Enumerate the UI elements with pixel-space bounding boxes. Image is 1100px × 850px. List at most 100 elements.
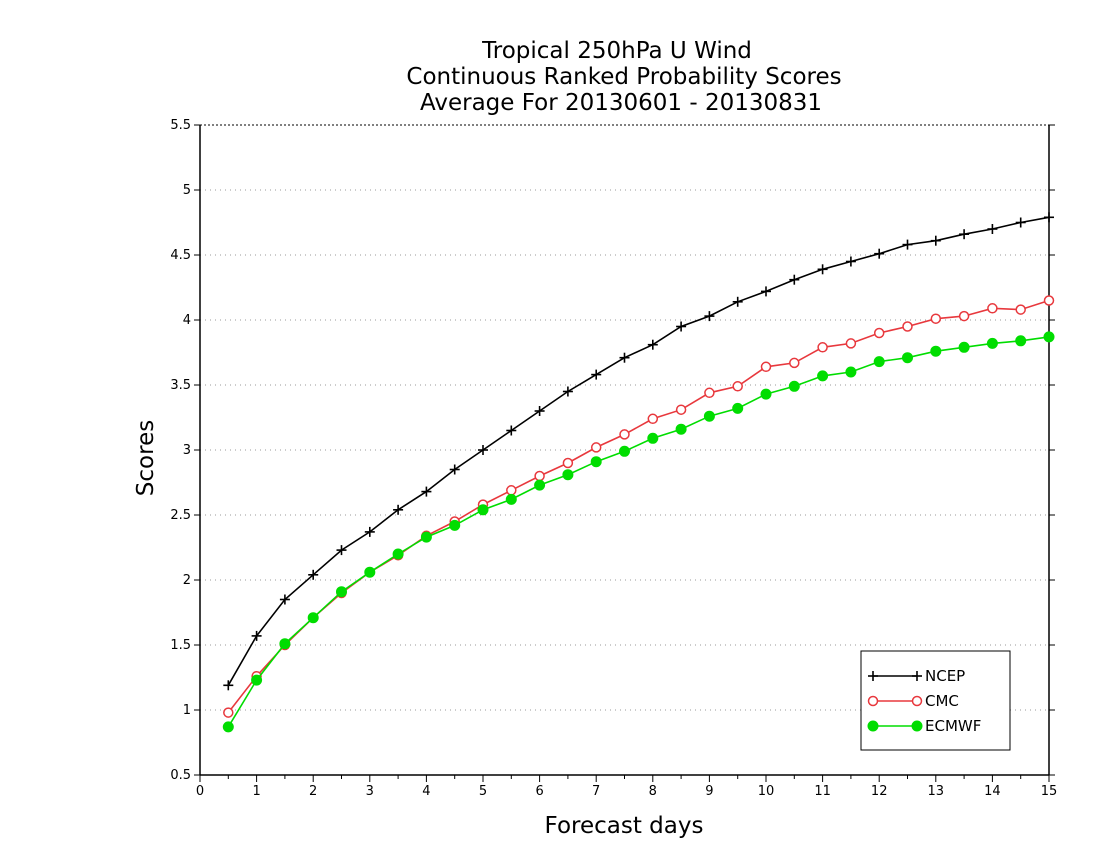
- data-point-ecmwf: [930, 345, 942, 357]
- x-tick-label: 12: [871, 784, 888, 799]
- chart-title: Tropical 250hPa U Wind Continuous Ranked…: [406, 38, 841, 116]
- x-tick-label: 5: [479, 784, 487, 799]
- data-point-ecmwf: [477, 504, 489, 516]
- legend-marker: [911, 695, 923, 707]
- data-point-ncep: [647, 339, 658, 350]
- legend: NCEP CMC ECMWF: [860, 650, 1011, 751]
- legend-marker: [868, 671, 878, 681]
- data-point-ncep: [478, 445, 488, 455]
- data-point-ncep: [223, 680, 234, 691]
- y-axis-label: Scores: [133, 420, 159, 496]
- x-tick-label: 7: [592, 784, 600, 799]
- y-tick-label: 3: [183, 443, 191, 458]
- data-point-cmc: [902, 321, 913, 332]
- data-point-cmc: [732, 381, 743, 392]
- data-point-ecmwf: [590, 456, 602, 468]
- data-point-ncep: [732, 296, 743, 307]
- data-point-ncep: [449, 464, 460, 475]
- data-point-ecmwf: [336, 586, 347, 598]
- data-point-cmc: [873, 327, 885, 339]
- data-point-ncep: [336, 545, 347, 556]
- data-point-ncep: [279, 594, 290, 605]
- data-point-ncep: [364, 526, 375, 537]
- data-point-cmc: [223, 707, 234, 718]
- y-tick-label: 5: [183, 183, 191, 198]
- x-tick-label: 15: [1041, 784, 1058, 799]
- data-point-ecmwf: [817, 370, 829, 382]
- data-point-ecmwf: [788, 380, 800, 392]
- data-point-ecmwf: [760, 388, 772, 400]
- x-tick-label: 1: [252, 784, 260, 799]
- data-point-ecmwf: [534, 479, 546, 491]
- data-point-ncep: [1044, 212, 1054, 223]
- data-point-cmc: [845, 338, 857, 349]
- x-tick-label: 11: [814, 784, 831, 799]
- legend-item-ncep: NCEP: [868, 667, 965, 685]
- data-point-ncep: [251, 630, 262, 641]
- data-point-cmc: [987, 303, 998, 314]
- data-point-cmc: [958, 310, 970, 322]
- legend-label-ncep: NCEP: [925, 667, 965, 685]
- y-tick-label: 0.5: [170, 768, 191, 783]
- data-point-ecmwf: [279, 638, 291, 650]
- legend-item-cmc: CMC: [867, 692, 959, 710]
- legend-label-cmc: CMC: [925, 692, 959, 710]
- data-point-cmc: [704, 387, 715, 399]
- data-point-ecmwf: [505, 493, 517, 505]
- x-tick-label: 9: [705, 784, 713, 799]
- y-tick-label: 1.5: [170, 638, 191, 653]
- data-point-ecmwf: [364, 566, 376, 578]
- data-point-cmc: [1015, 304, 1026, 315]
- data-point-ecmwf: [222, 721, 234, 733]
- series-ecmwf: [222, 331, 1055, 733]
- y-tick-label: 4.5: [170, 248, 191, 263]
- data-point-cmc: [817, 342, 828, 353]
- x-tick-label: 10: [758, 784, 775, 799]
- data-point-cmc: [562, 457, 574, 469]
- data-point-ecmwf: [647, 432, 659, 444]
- data-point-ecmwf: [902, 352, 913, 364]
- data-point-ecmwf: [449, 519, 461, 531]
- y-tick-label: 3.5: [170, 378, 191, 393]
- legend-marker: [867, 720, 879, 732]
- data-point-ecmwf: [873, 356, 885, 368]
- series: [222, 212, 1055, 733]
- title-line-2: Continuous Ranked Probability Scores: [406, 64, 841, 90]
- x-tick-label: 3: [366, 784, 374, 799]
- x-tick-label: 4: [422, 784, 430, 799]
- y-tick-label: 1: [183, 703, 191, 718]
- data-point-ncep: [534, 406, 545, 416]
- x-tick-label: 2: [309, 784, 317, 799]
- x-tick-label: 14: [984, 784, 1001, 799]
- data-point-ncep: [591, 369, 602, 380]
- x-tick-label: 13: [928, 784, 945, 799]
- data-point-ncep: [845, 256, 856, 267]
- x-tick-label: 6: [535, 784, 543, 799]
- data-point-cmc: [675, 404, 687, 415]
- data-point-ncep: [987, 224, 998, 234]
- data-point-cmc: [1043, 295, 1055, 306]
- data-point-ncep: [789, 274, 800, 285]
- x-tick-label: 0: [196, 784, 204, 799]
- data-point-ncep: [676, 321, 687, 332]
- legend-marker: [867, 695, 879, 707]
- data-point-ecmwf: [1043, 331, 1055, 343]
- data-point-ecmwf: [732, 402, 744, 414]
- data-point-ncep: [393, 504, 404, 515]
- data-point-cmc: [590, 442, 602, 453]
- data-point-ncep: [308, 569, 319, 580]
- data-point-ecmwf: [986, 337, 998, 349]
- y-tick-label: 5.5: [170, 118, 191, 133]
- data-point-ecmwf: [562, 469, 574, 481]
- legend-item-ecmwf: ECMWF: [867, 717, 981, 735]
- data-point-ncep: [902, 239, 913, 250]
- data-point-ncep: [959, 229, 970, 240]
- data-point-ncep: [619, 352, 630, 363]
- data-point-ncep: [1015, 217, 1026, 228]
- data-point-ecmwf: [675, 423, 687, 435]
- data-point-cmc: [647, 413, 659, 425]
- data-point-cmc: [930, 313, 942, 324]
- legend-marker: [911, 720, 923, 732]
- data-point-ncep: [874, 248, 885, 259]
